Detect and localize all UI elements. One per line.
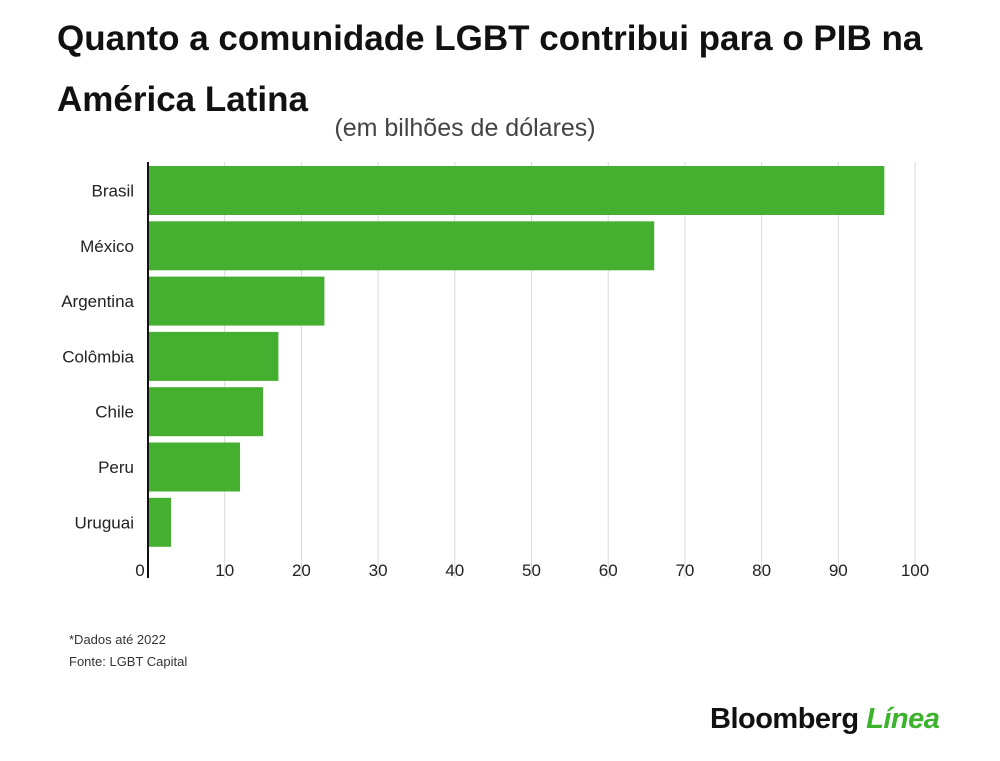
category-label: México	[80, 237, 134, 256]
category-label: Colômbia	[62, 347, 134, 366]
x-tick-label: 40	[445, 561, 464, 580]
brand-accent: Línea	[866, 703, 940, 735]
bar	[149, 442, 241, 492]
x-tick-label: 50	[522, 561, 541, 580]
x-tick-label: 0	[135, 561, 144, 580]
category-label: Argentina	[61, 292, 134, 311]
x-tick-label: 100	[901, 561, 929, 580]
source-note: Fonte: LGBT Capital	[69, 654, 188, 669]
bar	[149, 276, 325, 326]
category-label: Uruguai	[74, 513, 134, 532]
category-label: Peru	[98, 458, 134, 477]
bar	[149, 497, 172, 547]
chart-subtitle: (em bilhões de dólares)	[334, 114, 596, 142]
footnote: *Dados até 2022 Fonte: LGBT Capital	[69, 629, 187, 673]
x-tick-label: 90	[829, 561, 848, 580]
x-tick-label: 70	[675, 561, 694, 580]
data-note: *Dados até 2022	[69, 632, 166, 647]
bar	[149, 387, 264, 437]
bars	[149, 166, 885, 547]
bar	[149, 221, 655, 271]
category-label: Brasil	[91, 182, 134, 201]
x-tick-label: 20	[292, 561, 311, 580]
x-tick-label: 80	[752, 561, 771, 580]
chart-title: Quanto a comunidade LGBT contribui para …	[57, 19, 923, 119]
category-label: Chile	[95, 403, 134, 422]
x-tick-label: 60	[599, 561, 618, 580]
bar	[149, 166, 885, 215]
x-tick-label: 10	[215, 561, 234, 580]
x-tick-labels: 0 10 20 30 40 50 60 70 80 90 100	[135, 561, 929, 580]
brand-name: Bloomberg	[710, 703, 859, 735]
x-tick-label: 30	[369, 561, 388, 580]
brand-logo: Bloomberg Línea	[710, 703, 940, 736]
bar	[149, 331, 279, 381]
category-labels: Brasil México Argentina Colômbia Chile Peru Ur…	[61, 182, 134, 533]
